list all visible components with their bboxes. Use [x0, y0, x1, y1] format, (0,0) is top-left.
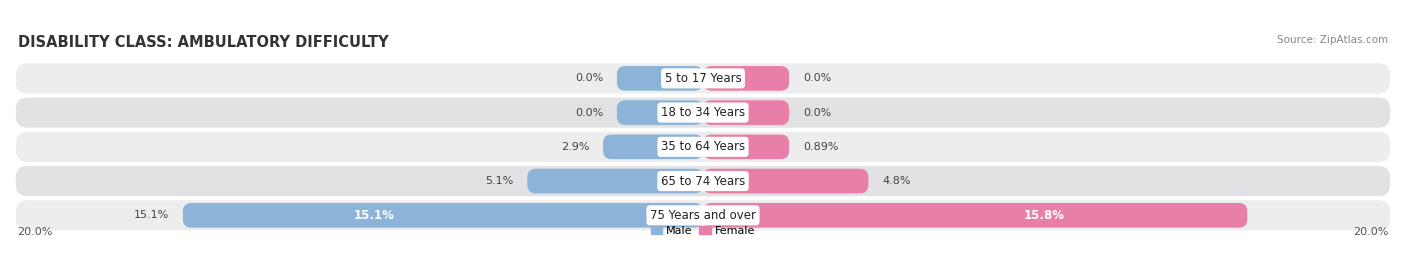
Text: 0.0%: 0.0%: [803, 108, 831, 118]
Text: 2.9%: 2.9%: [561, 142, 589, 152]
Text: 5 to 17 Years: 5 to 17 Years: [665, 72, 741, 85]
FancyBboxPatch shape: [703, 135, 789, 159]
Text: 20.0%: 20.0%: [17, 228, 53, 237]
Text: Source: ZipAtlas.com: Source: ZipAtlas.com: [1278, 35, 1389, 44]
Text: 15.1%: 15.1%: [353, 209, 395, 222]
FancyBboxPatch shape: [703, 100, 789, 125]
FancyBboxPatch shape: [527, 169, 703, 193]
Text: 35 to 64 Years: 35 to 64 Years: [661, 140, 745, 153]
FancyBboxPatch shape: [183, 203, 703, 228]
FancyBboxPatch shape: [15, 166, 1391, 196]
Text: 4.8%: 4.8%: [882, 176, 911, 186]
Text: 0.0%: 0.0%: [575, 108, 603, 118]
FancyBboxPatch shape: [15, 63, 1391, 94]
FancyBboxPatch shape: [15, 132, 1391, 162]
Text: DISABILITY CLASS: AMBULATORY DIFFICULTY: DISABILITY CLASS: AMBULATORY DIFFICULTY: [17, 35, 388, 50]
FancyBboxPatch shape: [617, 66, 703, 91]
FancyBboxPatch shape: [15, 98, 1391, 128]
Text: 15.1%: 15.1%: [134, 210, 169, 220]
FancyBboxPatch shape: [703, 66, 789, 91]
FancyBboxPatch shape: [703, 169, 869, 193]
Text: 0.0%: 0.0%: [575, 73, 603, 83]
FancyBboxPatch shape: [603, 135, 703, 159]
FancyBboxPatch shape: [617, 100, 703, 125]
Legend: Male, Female: Male, Female: [647, 222, 759, 240]
Text: 15.8%: 15.8%: [1024, 209, 1064, 222]
Text: 75 Years and over: 75 Years and over: [650, 209, 756, 222]
FancyBboxPatch shape: [15, 200, 1391, 230]
Text: 18 to 34 Years: 18 to 34 Years: [661, 106, 745, 119]
Text: 65 to 74 Years: 65 to 74 Years: [661, 174, 745, 188]
Text: 20.0%: 20.0%: [1353, 228, 1389, 237]
Text: 5.1%: 5.1%: [485, 176, 513, 186]
Text: 0.0%: 0.0%: [803, 73, 831, 83]
Text: 0.89%: 0.89%: [803, 142, 838, 152]
FancyBboxPatch shape: [703, 203, 1247, 228]
